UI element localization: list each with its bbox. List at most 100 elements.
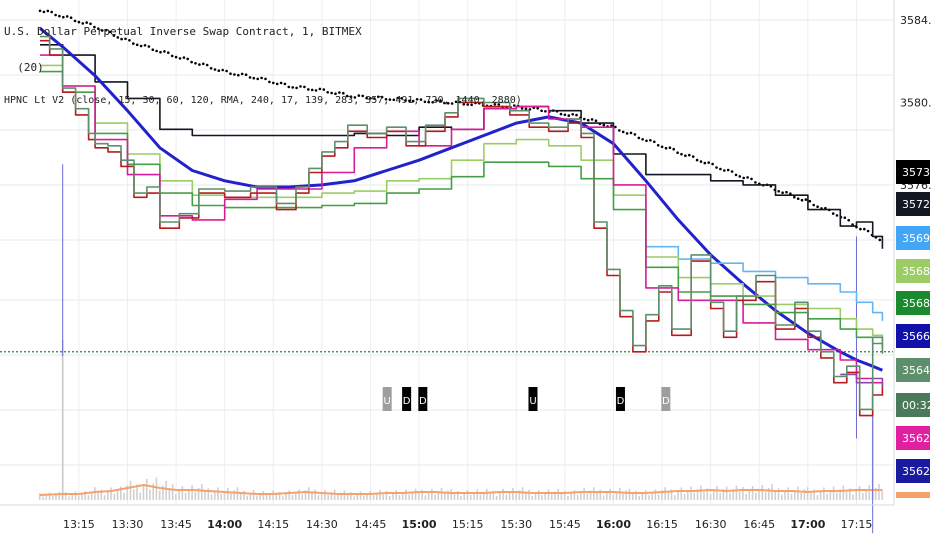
series-dot [641, 138, 644, 141]
series-dot [446, 102, 450, 105]
x-tick-label: 15:15 [452, 518, 484, 531]
series-dot [159, 50, 162, 54]
volume-bar [282, 496, 284, 500]
series-dot [373, 97, 376, 100]
volume-bar [515, 493, 517, 500]
series-dot [275, 82, 279, 86]
series-dot [353, 96, 357, 99]
volume-bar [735, 485, 738, 500]
volume-bar [427, 492, 430, 500]
price-label-text: 3568.0 [902, 297, 932, 310]
series-dot [345, 94, 349, 98]
volume-bar [288, 490, 291, 500]
series-dot [361, 94, 365, 98]
price-label: 3562.0 [896, 459, 932, 483]
volume-bar [94, 487, 96, 500]
volume-bar [275, 494, 278, 500]
volume-bar [207, 488, 210, 500]
series-dot [789, 192, 792, 195]
series-dot [163, 50, 166, 53]
volume-bar [259, 493, 261, 500]
volume-bar [139, 492, 142, 500]
signal-marker-box [418, 387, 428, 411]
series-dot [847, 218, 850, 222]
series-dot [777, 190, 780, 193]
volume-bar [388, 495, 391, 500]
volume-bar [787, 487, 790, 500]
volume-bar [612, 494, 615, 500]
series-dot [493, 103, 497, 106]
volume-bar [881, 491, 883, 500]
x-tick-label: 16:15 [646, 518, 678, 531]
volume-bar [819, 492, 822, 500]
volume-bar [107, 492, 109, 500]
volume-bar [294, 492, 297, 500]
price-label-box [896, 192, 930, 216]
volume-bar [550, 494, 553, 500]
volume-bar [521, 487, 524, 500]
signal-marker-box [382, 387, 392, 411]
price-label-text: 3569.4 [902, 232, 932, 245]
series-dot [785, 190, 788, 194]
volume-bar [780, 494, 783, 500]
volume-bar [489, 493, 491, 500]
series-dot [287, 85, 291, 89]
signal-marker: D [418, 387, 428, 411]
series-dot [645, 139, 648, 143]
volume-bar [210, 494, 213, 500]
volume-bar [343, 490, 346, 500]
volume-bar [126, 485, 129, 500]
volume-bar [742, 487, 744, 500]
volume-bar [810, 492, 812, 500]
volume-bar [463, 493, 466, 500]
volume-bar [745, 494, 747, 500]
series-dot [143, 44, 147, 47]
volume-bar [307, 487, 310, 500]
volume-bar [330, 492, 333, 500]
volume-bar [573, 490, 576, 500]
volume-bar [304, 490, 307, 500]
series-dot [404, 99, 407, 102]
volume-bar [440, 488, 443, 500]
volume-bar [213, 491, 216, 500]
price-label: 3569.4 [896, 226, 932, 250]
volume-bar [42, 496, 44, 500]
volume-bar [583, 488, 585, 500]
series-dot [680, 152, 683, 156]
series-dot [695, 158, 699, 162]
series-dot [256, 77, 260, 81]
price-label-text: 3562.0 [902, 432, 932, 445]
series-dot [808, 199, 812, 203]
legend-indicator-2: HPNC Lt V2 (close, 15, 30, 60, 120, RMA,… [4, 95, 522, 106]
volume-bar [618, 488, 621, 500]
volume-bar [366, 493, 368, 500]
volume-bar [116, 490, 119, 500]
volume-bar [664, 487, 666, 500]
volume-bar [826, 493, 828, 500]
volume-bar [722, 489, 725, 500]
volume-bar [832, 486, 835, 500]
volume-bar [505, 494, 508, 500]
series-dot [851, 223, 854, 226]
series-dot [190, 60, 193, 64]
volume-bar [790, 493, 793, 500]
series-dot [42, 10, 46, 14]
series-dot [497, 103, 501, 106]
x-tick-label: 14:30 [306, 518, 338, 531]
series-dot [97, 27, 100, 31]
volume-bar [291, 495, 294, 500]
series-dot [85, 21, 88, 24]
volume-bar [320, 493, 323, 500]
volume-bar [764, 492, 767, 500]
volume-bar [285, 494, 287, 500]
series-dot [544, 110, 547, 113]
volume-bar [39, 493, 41, 500]
series-dot [151, 48, 155, 51]
volume-bar [719, 493, 721, 500]
series-dot [132, 42, 135, 45]
volume-bar [460, 495, 462, 500]
series-dot [93, 25, 96, 29]
volume-bar [204, 491, 206, 500]
price-label: 3566.0 [896, 324, 932, 348]
